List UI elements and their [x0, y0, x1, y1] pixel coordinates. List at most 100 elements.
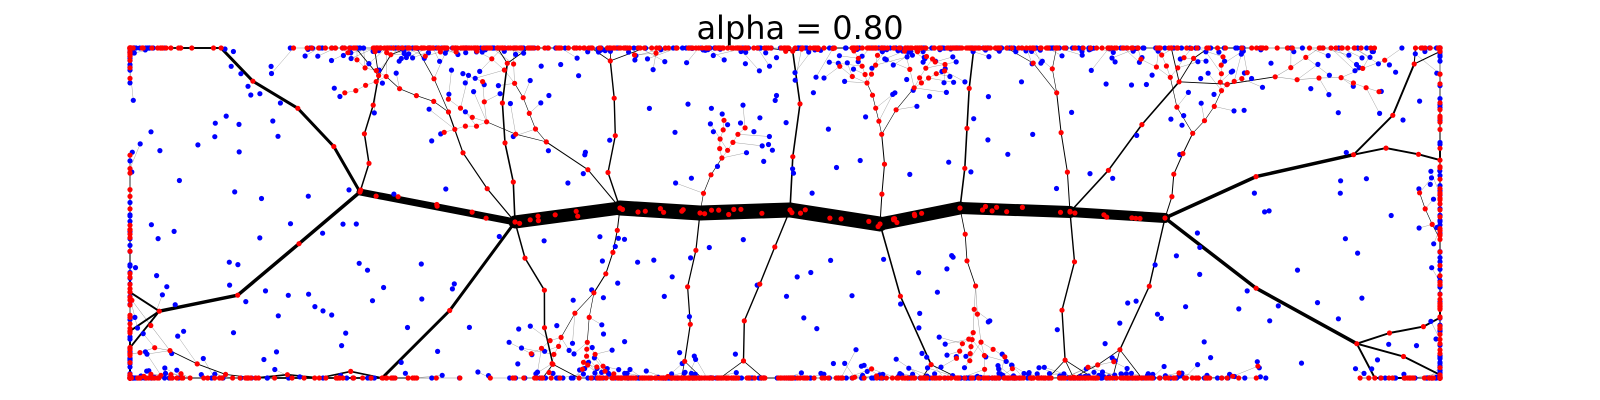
internal-node [873, 373, 880, 379]
internal-node [1157, 375, 1163, 381]
internal-node [1437, 300, 1443, 306]
network-edge [416, 95, 435, 102]
internal-node [584, 353, 590, 359]
leaf-node [936, 334, 942, 340]
network-edge [498, 83, 515, 86]
leaf-node [403, 54, 409, 61]
network-edge [552, 363, 580, 379]
leaf-node [677, 350, 683, 356]
network-edge [512, 181, 516, 223]
internal-node [538, 375, 544, 381]
leaf-node [172, 302, 178, 308]
internal-node [457, 105, 464, 111]
leaf-node [882, 56, 888, 62]
internal-node [1437, 157, 1443, 163]
internal-node [1184, 45, 1190, 51]
internal-node [642, 208, 648, 214]
internal-node [889, 375, 896, 381]
internal-node [1105, 45, 1111, 51]
leaf-node [1039, 58, 1045, 64]
internal-node [1260, 45, 1266, 51]
internal-node [464, 45, 470, 51]
leaf-node [364, 267, 371, 273]
leaf-node [607, 137, 613, 143]
internal-node [345, 50, 351, 56]
internal-node [945, 375, 951, 381]
internal-node [405, 45, 411, 51]
internal-node [1002, 354, 1008, 360]
leaf-node [1162, 45, 1168, 51]
network-edge [1254, 152, 1356, 179]
leaf-node [442, 50, 448, 56]
leaf-node [366, 61, 372, 67]
leaf-node [932, 371, 938, 377]
leaf-node [329, 312, 335, 318]
network-edge [1163, 174, 1258, 220]
leaf-node [1205, 70, 1211, 76]
internal-node [289, 375, 295, 381]
leaf-node [732, 351, 739, 357]
leaf-node [1123, 371, 1129, 377]
internal-node [457, 375, 463, 381]
leaf-node [287, 221, 294, 227]
leaf-node [448, 67, 455, 73]
leaf-node [181, 328, 187, 334]
internal-node [1095, 362, 1101, 368]
leaf-node [707, 121, 714, 127]
internal-node [731, 206, 737, 212]
network-edge [879, 193, 883, 225]
leaf-node [898, 301, 904, 307]
internal-node [390, 45, 396, 51]
leaf-node [232, 189, 238, 195]
leaf-node [1054, 327, 1060, 333]
network-edge [515, 133, 547, 143]
internal-node [520, 95, 526, 101]
internal-node [715, 45, 721, 51]
leaf-node [836, 53, 843, 59]
internal-node [450, 45, 456, 51]
internal-node [879, 45, 885, 51]
internal-node [962, 375, 968, 381]
network-edge [129, 310, 161, 333]
leaf-node [337, 93, 343, 100]
network-edge [146, 350, 171, 355]
internal-node [158, 45, 164, 51]
internal-node [635, 45, 641, 51]
internal-node [235, 292, 241, 298]
internal-node [957, 348, 963, 354]
network-edge [476, 50, 492, 59]
leaf-node [1374, 357, 1381, 363]
internal-node [1135, 45, 1141, 51]
internal-node [447, 307, 453, 314]
internal-node [1214, 45, 1221, 51]
internal-node [797, 101, 803, 107]
internal-node [872, 45, 879, 51]
leaf-node [1198, 75, 1204, 82]
internal-node [1113, 375, 1119, 381]
internal-node [1085, 364, 1091, 370]
internal-node [685, 284, 691, 290]
network-edge [743, 360, 764, 379]
leaf-node [275, 133, 281, 139]
internal-node [754, 45, 761, 51]
internal-node [787, 207, 793, 213]
leaf-node [1112, 59, 1118, 65]
leaf-node [773, 92, 780, 99]
internal-node [469, 114, 475, 120]
network-edge [1000, 356, 1005, 375]
network-edge [1176, 106, 1193, 134]
internal-node [1253, 174, 1259, 180]
internal-node [917, 45, 923, 51]
leaf-node [527, 323, 533, 329]
internal-node [1224, 82, 1230, 88]
internal-node [928, 362, 934, 368]
internal-node [1059, 307, 1065, 313]
network-edge [737, 134, 770, 137]
leaf-node [669, 371, 675, 377]
internal-node [597, 375, 603, 381]
internal-node [127, 206, 133, 212]
network-edge [1205, 51, 1222, 74]
leaf-node [230, 48, 236, 55]
leaf-node [1198, 100, 1204, 106]
internal-node [1176, 370, 1182, 376]
